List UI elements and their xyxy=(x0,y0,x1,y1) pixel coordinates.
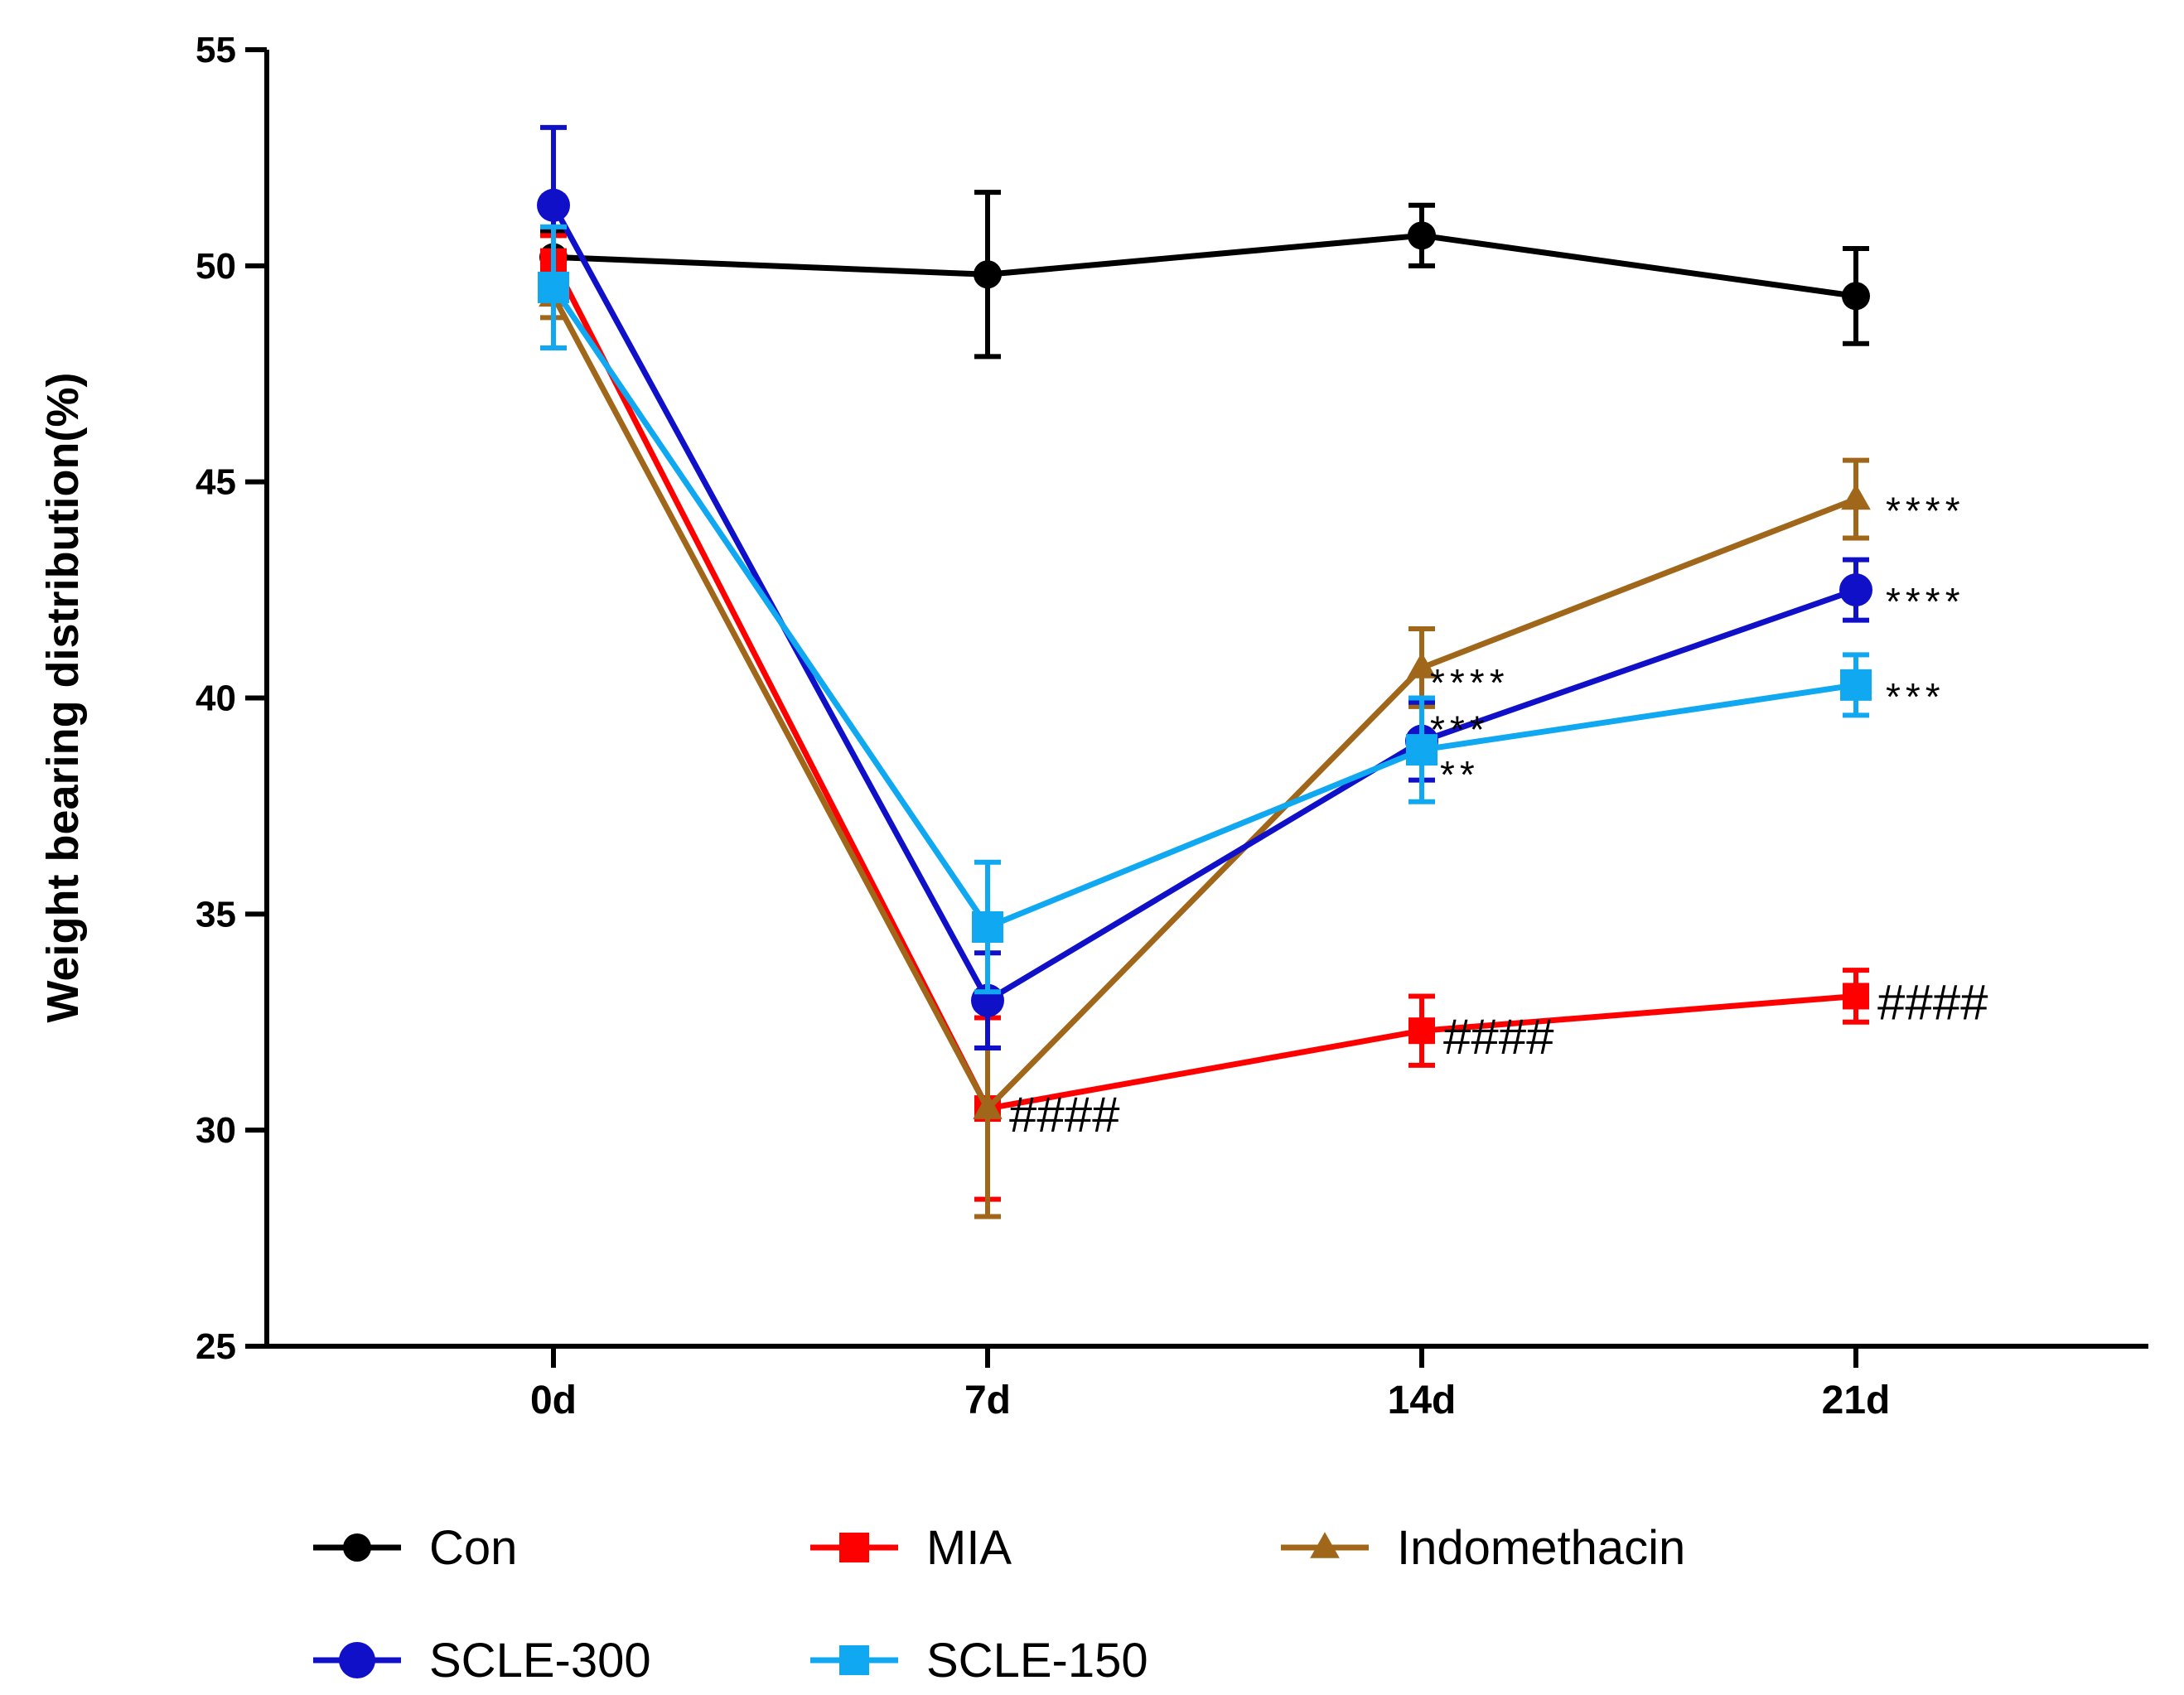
significance-label: #### xyxy=(1443,1009,1554,1065)
series xyxy=(537,124,1872,1219)
series-indomethacin xyxy=(539,272,1871,1219)
data-point xyxy=(1839,573,1872,607)
series-line xyxy=(550,204,1858,1004)
data-point xyxy=(339,1642,375,1678)
legend-label: Con xyxy=(429,1521,517,1575)
data-point xyxy=(974,260,1002,289)
data-point xyxy=(972,910,1003,943)
significance-label: *** xyxy=(1886,675,1945,718)
legend-item-scle-300: SCLE-300 xyxy=(313,1634,651,1688)
significance-label: ** xyxy=(1440,753,1480,796)
data-point xyxy=(1842,282,1870,311)
series-line xyxy=(550,294,1858,1112)
significance-label: #### xyxy=(1877,974,1988,1030)
data-point xyxy=(1406,734,1437,766)
series-scle-150 xyxy=(538,224,1872,995)
y-tick-label: 25 xyxy=(196,1326,236,1367)
annotations: ############******************** xyxy=(1009,490,1988,1143)
data-point xyxy=(1840,669,1872,701)
series-line xyxy=(553,232,1857,299)
data-point xyxy=(973,1093,1003,1119)
y-ticks: 25 30 35 40 45 50 55 xyxy=(196,30,267,1367)
legend-label: SCLE-300 xyxy=(429,1634,651,1688)
significance-label: *** xyxy=(1430,708,1490,751)
series-line xyxy=(551,285,1857,930)
data-point xyxy=(1841,483,1871,510)
legend-item-indomethacin: Indomethacin xyxy=(1281,1521,1685,1575)
data-point xyxy=(1843,983,1869,1010)
legend-label: SCLE-150 xyxy=(926,1634,1148,1688)
legend: Con MIA Indomethacin SCLE-300 SCLE-150 xyxy=(313,1521,1685,1688)
x-tick-label: 21d xyxy=(1822,1379,1891,1422)
data-point xyxy=(538,271,569,303)
legend-label: MIA xyxy=(926,1521,1012,1575)
significance-label: **** xyxy=(1886,580,1965,623)
x-tick-label: 14d xyxy=(1388,1379,1457,1422)
series-mia xyxy=(540,233,1869,1202)
legend-item-scle-150: SCLE-150 xyxy=(810,1634,1148,1688)
y-tick-label: 30 xyxy=(196,1110,236,1151)
data-point xyxy=(537,188,570,222)
significance-label: **** xyxy=(1886,490,1965,533)
significance-label: **** xyxy=(1430,661,1510,704)
data-point xyxy=(839,1645,869,1675)
significance-label: #### xyxy=(1009,1087,1120,1142)
legend-item-con: Con xyxy=(313,1521,517,1575)
legend-item-mia: MIA xyxy=(810,1521,1012,1575)
y-tick-label: 50 xyxy=(196,246,236,287)
data-point xyxy=(343,1533,371,1562)
x-tick-label: 7d xyxy=(964,1379,1011,1422)
x-ticks: 0d 7d 14d 21d xyxy=(530,1346,1890,1422)
data-point xyxy=(1310,1532,1340,1558)
data-point xyxy=(839,1533,869,1562)
series-con xyxy=(539,190,1870,360)
x-tick-label: 0d xyxy=(530,1379,577,1422)
y-tick-label: 45 xyxy=(196,462,236,503)
data-point xyxy=(1408,1017,1435,1045)
y-tick-label: 35 xyxy=(196,894,236,934)
y-tick-label: 55 xyxy=(196,30,236,70)
y-tick-label: 40 xyxy=(196,678,236,719)
legend-label: Indomethacin xyxy=(1397,1521,1685,1575)
data-point xyxy=(1408,221,1436,250)
series-line xyxy=(550,260,1857,1112)
data-point xyxy=(1407,652,1437,678)
y-axis-title: Weight bearing distribution(%) xyxy=(38,373,88,1023)
